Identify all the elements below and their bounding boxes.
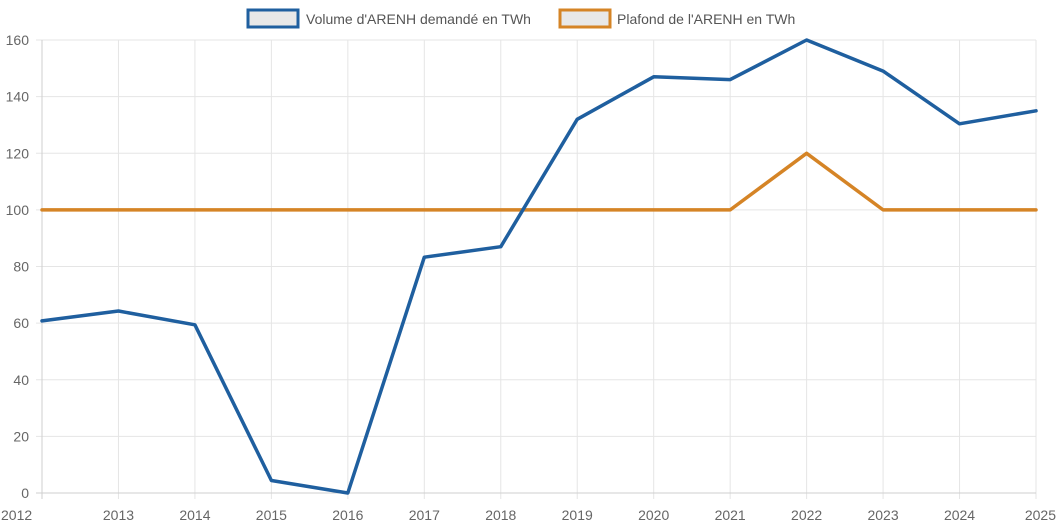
x-tick-label: 2013: [103, 507, 134, 523]
data-point-plafond[interactable]: [651, 207, 656, 212]
data-point-plafond[interactable]: [1034, 207, 1039, 212]
data-point-plafond[interactable]: [422, 207, 427, 212]
y-tick-label: 20: [13, 428, 29, 444]
x-tick-label: 2018: [485, 507, 516, 523]
data-point-volume[interactable]: [269, 478, 274, 483]
data-point-volume[interactable]: [575, 117, 580, 122]
grid: [36, 39, 1037, 499]
data-point-volume[interactable]: [422, 255, 427, 260]
x-tick-label: 2025: [1025, 507, 1056, 523]
data-point-plafond[interactable]: [498, 207, 503, 212]
x-tick-label: 2019: [562, 507, 593, 523]
data-point-volume[interactable]: [881, 69, 886, 74]
data-point-plafond[interactable]: [345, 207, 350, 212]
y-tick-label: 140: [6, 89, 30, 105]
y-tick-label: 80: [13, 259, 29, 275]
data-point-plafond[interactable]: [575, 207, 580, 212]
x-tick-label: 2024: [944, 507, 975, 523]
x-tick-label: 2017: [409, 507, 440, 523]
data-point-plafond[interactable]: [804, 151, 809, 156]
data-point-volume[interactable]: [804, 38, 809, 43]
series-lines: [40, 38, 1039, 496]
y-tick-label: 100: [6, 202, 30, 218]
data-point-plafond[interactable]: [116, 207, 121, 212]
legend-label-volume: Volume d'ARENH demandé en TWh: [306, 11, 531, 27]
data-point-plafond[interactable]: [957, 207, 962, 212]
data-point-volume[interactable]: [192, 322, 197, 327]
x-tick-label: 2016: [332, 507, 363, 523]
series-line-volume: [40, 38, 1038, 495]
y-tick-label: 40: [13, 372, 29, 388]
legend-label-plafond: Plafond de l'ARENH en TWh: [617, 11, 795, 27]
series-line-plafond: [40, 151, 1038, 212]
data-point-volume[interactable]: [1034, 108, 1039, 113]
data-point-volume[interactable]: [498, 244, 503, 249]
x-tick-label: 2014: [179, 507, 210, 523]
data-point-volume[interactable]: [728, 77, 733, 82]
y-tick-label: 120: [6, 145, 30, 161]
data-point-volume[interactable]: [651, 74, 656, 79]
x-axis-ticks: 2012 2013 2014 2015 2016 2017 2018 2019 2020 2021…: [1, 507, 1056, 523]
y-tick-label: 60: [13, 315, 29, 331]
data-point-plafond[interactable]: [192, 207, 197, 212]
data-point-plafond[interactable]: [40, 207, 45, 212]
data-point-plafond[interactable]: [881, 207, 886, 212]
legend: Volume d'ARENH demandé en TWh Plafond de…: [246, 8, 795, 29]
x-tick-label: 2023: [867, 507, 898, 523]
legend-item-volume[interactable]: Volume d'ARENH demandé en TWh: [246, 8, 531, 29]
data-point-plafond[interactable]: [269, 207, 274, 212]
y-tick-label: 0: [21, 485, 29, 501]
y-axis-ticks: 0 20 40 60 80 100 120 140 160: [6, 32, 30, 501]
x-tick-label: 2020: [638, 507, 669, 523]
legend-swatch-volume: [246, 8, 300, 29]
legend-item-plafond[interactable]: Plafond de l'ARENH en TWh: [558, 8, 795, 29]
x-tick-label: 2012: [1, 507, 32, 523]
data-point-volume[interactable]: [116, 308, 121, 313]
data-point-volume[interactable]: [345, 491, 350, 496]
data-point-volume[interactable]: [40, 318, 45, 323]
x-tick-label: 2022: [791, 507, 822, 523]
x-tick-label: 2021: [715, 507, 746, 523]
x-tick-label: 2015: [256, 507, 287, 523]
y-tick-label: 160: [6, 32, 30, 48]
data-point-volume[interactable]: [957, 121, 962, 126]
data-point-plafond[interactable]: [728, 207, 733, 212]
legend-swatch-plafond: [558, 8, 612, 29]
